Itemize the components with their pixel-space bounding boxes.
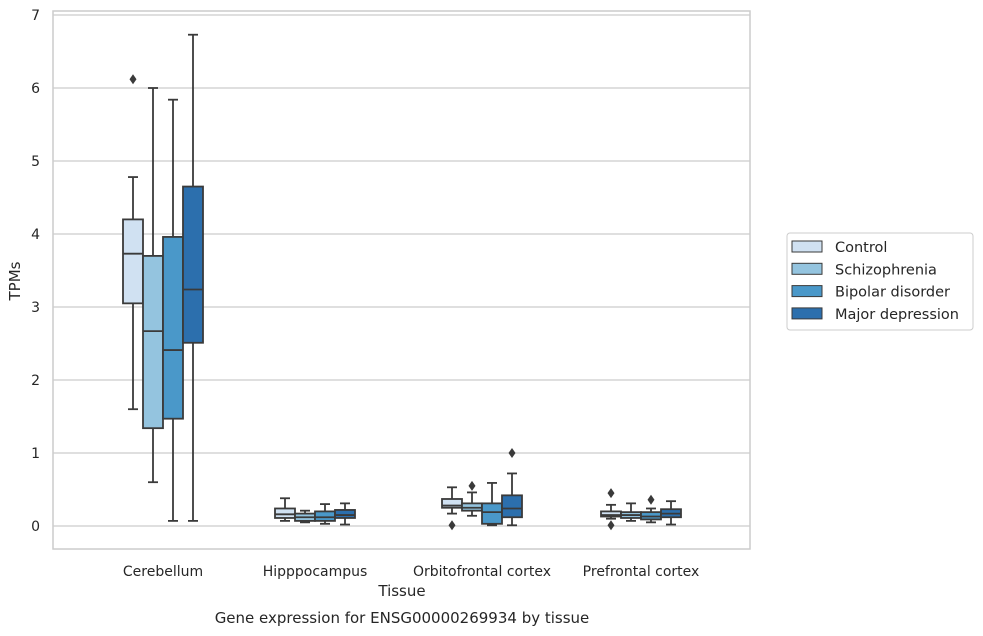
series-bipolar-disorder bbox=[162, 98, 662, 527]
outlier-point bbox=[508, 448, 516, 458]
box bbox=[501, 494, 523, 519]
y-tick-label: 1 bbox=[31, 446, 40, 462]
legend-swatch bbox=[791, 307, 823, 320]
legend-swatch bbox=[791, 262, 823, 275]
outlier-point bbox=[607, 488, 615, 499]
legend-item: Schizophrenia bbox=[791, 262, 937, 278]
x-tick-label: Cerebellum bbox=[123, 564, 203, 580]
box bbox=[334, 509, 356, 519]
chart-caption: Gene expression for ENSG00000269934 by t… bbox=[215, 609, 590, 627]
x-axis-title: Tissue bbox=[377, 582, 425, 600]
box-series bbox=[122, 33, 682, 531]
box bbox=[122, 218, 144, 305]
box bbox=[314, 510, 336, 522]
legend-label: Schizophrenia bbox=[835, 262, 937, 278]
box bbox=[162, 236, 184, 420]
x-tick-label: Prefrontal cortex bbox=[583, 564, 700, 580]
y-tick-label: 3 bbox=[31, 300, 40, 316]
plot-area-frame bbox=[52, 10, 751, 550]
legend-label: Major depression bbox=[835, 307, 959, 323]
y-tick-label: 0 bbox=[31, 519, 40, 535]
y-tick-labels: 0 1 2 3 4 5 6 7 bbox=[31, 8, 40, 535]
y-tick-label: 4 bbox=[31, 227, 40, 243]
legend-label: Bipolar disorder bbox=[835, 285, 950, 301]
legend: Control Schizophrenia Bipolar disorder Majo… bbox=[786, 232, 974, 331]
series-schizophrenia bbox=[142, 87, 642, 524]
series-major-depression bbox=[182, 33, 682, 527]
outlier-point bbox=[448, 520, 456, 531]
box bbox=[481, 502, 503, 525]
outlier-point bbox=[468, 480, 476, 491]
outlier-point bbox=[129, 74, 137, 85]
box bbox=[142, 254, 164, 430]
legend-item: Bipolar disorder bbox=[791, 285, 950, 301]
legend-swatch bbox=[791, 240, 823, 253]
y-tick-label: 7 bbox=[31, 8, 40, 24]
legend-item: Control bbox=[791, 240, 887, 256]
y-tick-label: 2 bbox=[31, 373, 40, 389]
box bbox=[182, 185, 204, 344]
y-tick-label: 6 bbox=[31, 81, 40, 97]
outlier-point bbox=[607, 520, 615, 531]
legend-item: Major depression bbox=[791, 307, 959, 323]
y-axis-title: TPMs bbox=[6, 261, 24, 301]
legend-swatch bbox=[791, 285, 823, 298]
outlier-point bbox=[647, 494, 655, 505]
x-tick-label: Orbitofrontal cortex bbox=[413, 564, 551, 580]
y-tick-label: 5 bbox=[31, 154, 40, 170]
x-tick-label: Hipppocampus bbox=[263, 564, 368, 580]
legend-label: Control bbox=[835, 240, 887, 256]
legend-frame bbox=[786, 232, 974, 331]
box bbox=[274, 507, 296, 519]
x-tick-labels: Cerebellum Hipppocampus Orbitofrontal cort… bbox=[123, 564, 699, 580]
